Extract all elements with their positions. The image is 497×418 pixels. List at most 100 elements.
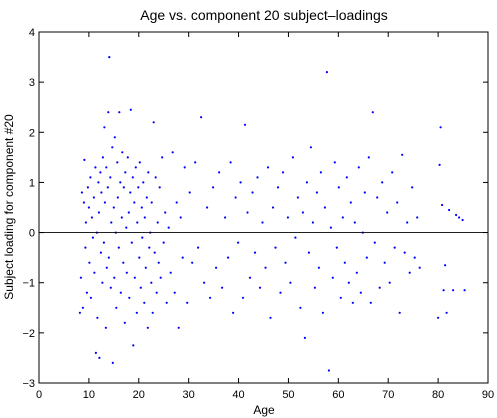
data-point	[105, 266, 108, 269]
data-point	[127, 211, 130, 214]
data-point	[80, 191, 83, 194]
data-point	[125, 226, 128, 229]
data-point	[164, 211, 167, 214]
data-point	[111, 361, 114, 364]
y-tick-label: 1	[29, 177, 35, 189]
data-point	[94, 351, 97, 354]
data-point	[313, 286, 316, 289]
y-tick-label: 2	[29, 127, 35, 139]
data-point	[84, 221, 87, 224]
data-point	[378, 286, 381, 289]
data-point	[309, 146, 312, 149]
data-point	[115, 306, 118, 309]
data-point	[111, 146, 114, 149]
data-point	[311, 221, 314, 224]
data-point	[173, 291, 176, 294]
data-point	[349, 201, 352, 204]
data-point	[177, 326, 180, 329]
data-point	[376, 196, 379, 199]
data-point	[96, 316, 99, 319]
data-point	[142, 181, 145, 184]
data-point	[116, 196, 119, 199]
data-point	[132, 344, 135, 347]
data-point	[463, 289, 466, 292]
data-point	[264, 266, 267, 269]
data-point	[99, 171, 102, 174]
data-point	[165, 301, 168, 304]
data-point	[355, 271, 358, 274]
data-point	[156, 221, 159, 224]
data-point	[117, 246, 120, 249]
x-tick-label: 10	[83, 389, 95, 401]
data-point	[181, 256, 184, 259]
data-point	[339, 296, 342, 299]
data-point	[106, 186, 109, 189]
data-point	[139, 286, 142, 289]
data-point	[294, 236, 297, 239]
data-point	[81, 306, 84, 309]
data-point	[107, 111, 110, 114]
data-point	[191, 261, 194, 264]
y-tick-label: −3	[22, 378, 35, 390]
data-point	[274, 246, 277, 249]
data-point	[109, 286, 112, 289]
data-point	[351, 301, 354, 304]
data-point	[116, 161, 119, 164]
data-point	[291, 156, 294, 159]
data-point	[101, 281, 104, 284]
x-tick-label: 90	[482, 389, 494, 401]
data-point	[441, 203, 444, 207]
data-point	[345, 176, 348, 179]
data-point	[319, 171, 322, 174]
data-point	[331, 276, 334, 279]
data-point	[83, 158, 86, 161]
data-point	[301, 211, 304, 214]
data-point	[93, 271, 96, 274]
data-point	[437, 316, 440, 319]
data-point	[353, 221, 356, 224]
data-point	[325, 71, 328, 74]
data-point	[109, 176, 112, 179]
data-point	[92, 196, 95, 199]
data-point	[296, 196, 299, 199]
data-point	[79, 276, 82, 279]
data-point	[118, 111, 121, 114]
data-point	[359, 291, 362, 294]
x-tick-label: 50	[282, 389, 294, 401]
data-point	[386, 211, 389, 214]
data-point	[97, 181, 100, 184]
data-point	[147, 171, 150, 174]
data-point	[347, 281, 350, 284]
y-axis-ticks: −3 −2 −1 0 1 2 3 4	[22, 27, 488, 390]
data-point	[158, 186, 161, 189]
data-point	[327, 369, 330, 372]
data-point	[442, 289, 445, 292]
data-point	[128, 296, 131, 299]
data-point	[141, 236, 144, 239]
data-point	[85, 291, 88, 294]
data-point	[305, 181, 308, 184]
data-point	[122, 261, 125, 264]
data-point	[455, 213, 458, 217]
data-point	[104, 326, 107, 329]
data-point	[398, 311, 401, 314]
data-point	[150, 201, 153, 204]
points-layer	[78, 56, 466, 372]
data-point	[381, 181, 384, 184]
data-point	[317, 266, 320, 269]
data-point	[143, 301, 146, 304]
data-point	[448, 208, 451, 212]
data-point	[99, 251, 102, 254]
data-point	[131, 176, 134, 179]
data-point	[194, 161, 197, 164]
data-point	[401, 153, 404, 156]
data-point	[241, 296, 245, 299]
data-point	[337, 186, 340, 189]
data-point	[391, 171, 394, 174]
data-point	[137, 186, 140, 189]
data-point	[161, 156, 164, 159]
data-point	[88, 261, 91, 264]
data-point	[167, 226, 170, 229]
x-tick-label: 70	[382, 389, 394, 401]
